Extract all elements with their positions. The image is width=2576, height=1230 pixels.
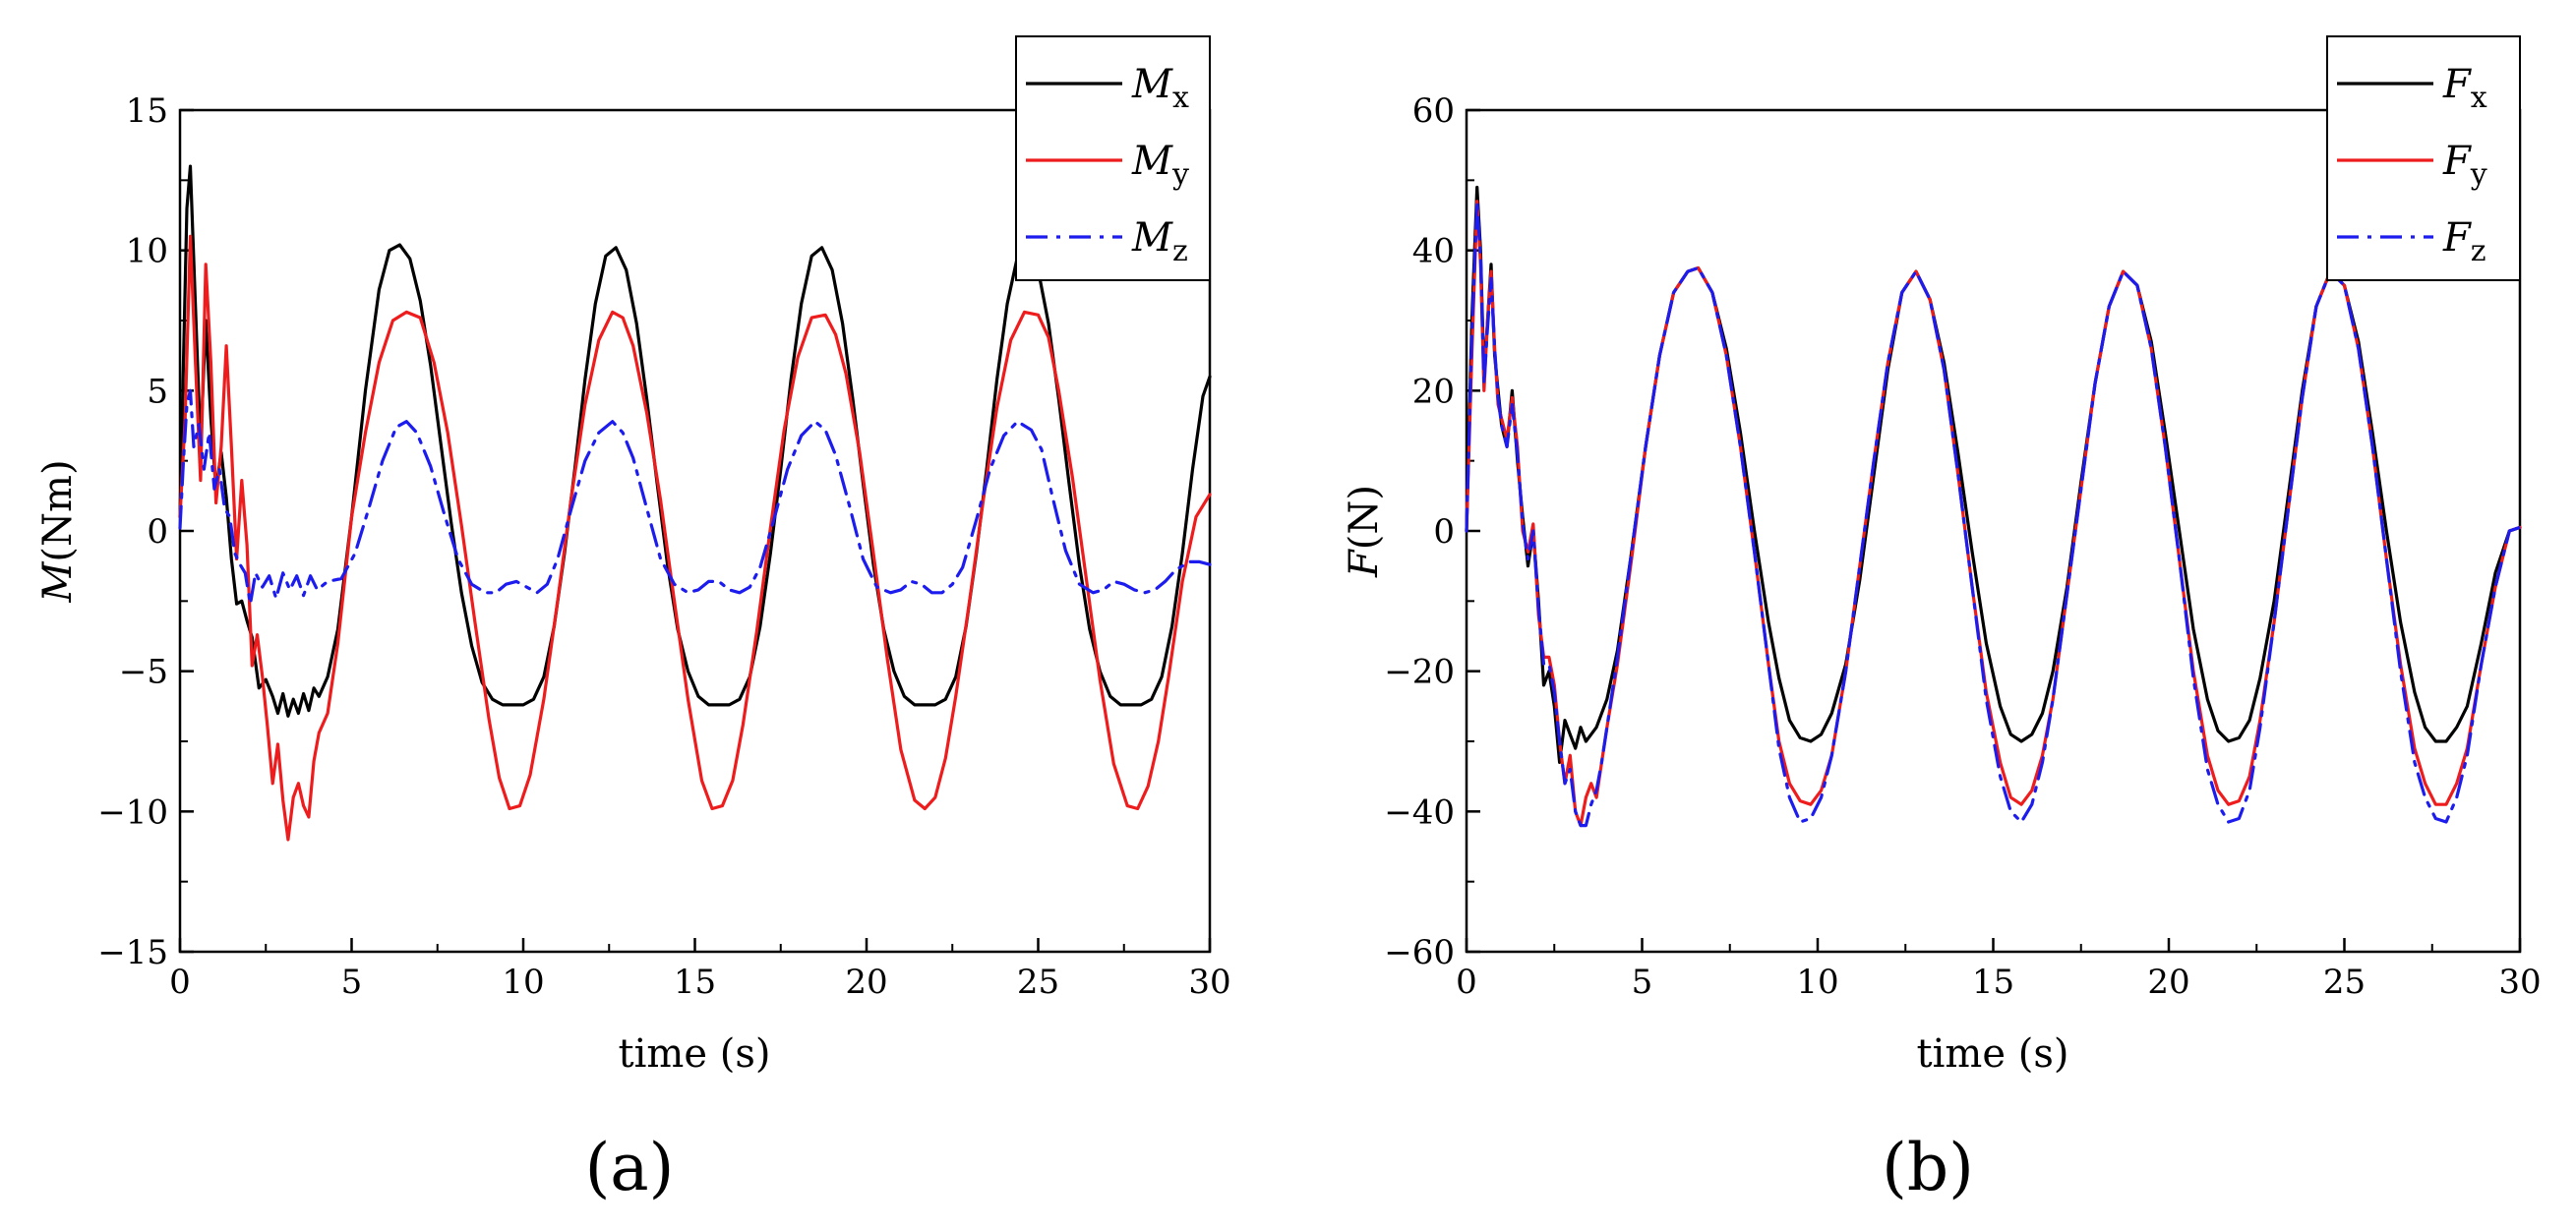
x-axis-label-a: time (s) — [619, 1031, 771, 1077]
y-tick-label: −40 — [1384, 792, 1455, 832]
y-tick-label: 0 — [1433, 512, 1455, 552]
panel-label-a: (a) — [585, 1130, 675, 1205]
legend-b: Fx Fy Fz — [2326, 35, 2521, 281]
legend-label-mx: Mx — [1131, 62, 1189, 115]
legend-label-fz: Fz — [2442, 215, 2486, 268]
legend-box-b — [2326, 35, 2521, 281]
series-lines-b — [1465, 185, 2522, 828]
y-tick-label: 60 — [1412, 91, 1455, 131]
y-ticks-a: −15 −10 −5 0 5 10 15 — [97, 91, 194, 972]
y-tick-label: 15 — [126, 91, 168, 131]
x-tick-label: 10 — [502, 963, 544, 1002]
x-tick-label: 30 — [1188, 963, 1230, 1002]
series-line-my — [178, 234, 1212, 842]
x-tick-label: 5 — [341, 963, 363, 1002]
y-tick-label: −15 — [97, 933, 168, 972]
y-ticks-b: −60 −40 −20 0 20 40 60 — [1384, 91, 1480, 972]
y-tick-label: 10 — [126, 232, 168, 271]
panel-label-b: (b) — [1882, 1130, 1974, 1205]
x-tick-label: 25 — [1017, 963, 1059, 1002]
y-tick-label: −5 — [119, 653, 168, 692]
x-tick-label: 20 — [845, 963, 887, 1002]
series-line-fz — [1465, 200, 2522, 828]
x-ticks-a: 0 5 10 15 20 25 30 — [169, 938, 1231, 1002]
x-tick-label: 15 — [1972, 963, 2014, 1002]
y-tick-label: 5 — [147, 372, 168, 411]
y-tick-label: 0 — [147, 512, 168, 552]
chart-panel-b: 0 5 10 15 20 25 30 −60 −40 −20 0 20 40 60 time (s) F… — [1342, 35, 2542, 1205]
series-line-mz — [178, 388, 1212, 606]
x-ticks-b: 0 5 10 15 20 25 30 — [1456, 938, 2542, 1002]
y-axis-label-a: M(Nm) — [35, 459, 81, 603]
x-axis-label-b: time (s) — [1917, 1031, 2069, 1077]
legend-label-my: My — [1131, 139, 1189, 192]
x-tick-label: 5 — [1632, 963, 1653, 1002]
x-tick-label: 0 — [169, 963, 191, 1002]
y-tick-label: −60 — [1384, 933, 1455, 972]
x-tick-label: 0 — [1456, 963, 1477, 1002]
legend-label-fy: Fy — [2442, 139, 2487, 192]
x-tick-label: 10 — [1796, 963, 1838, 1002]
x-tick-label: 30 — [2498, 963, 2541, 1002]
legend-label-mz: Mz — [1131, 215, 1188, 268]
legend-a: Mx My Mz — [1015, 35, 1211, 281]
y-tick-label: 40 — [1412, 232, 1455, 271]
y-tick-label: 20 — [1412, 372, 1455, 411]
legend-label-fx: Fx — [2442, 62, 2487, 115]
x-tick-label: 25 — [2323, 963, 2366, 1002]
y-axis-label-b: F(N) — [1342, 485, 1387, 578]
x-tick-label: 20 — [2147, 963, 2189, 1002]
x-tick-label: 15 — [674, 963, 716, 1002]
y-tick-label: −10 — [97, 792, 168, 832]
legend-box-a — [1015, 35, 1211, 281]
y-tick-label: −20 — [1384, 653, 1455, 692]
chart-panel-a: 0 5 10 15 20 25 30 −15 −10 −5 0 5 10 15 time (s) M(N… — [35, 35, 1231, 1205]
